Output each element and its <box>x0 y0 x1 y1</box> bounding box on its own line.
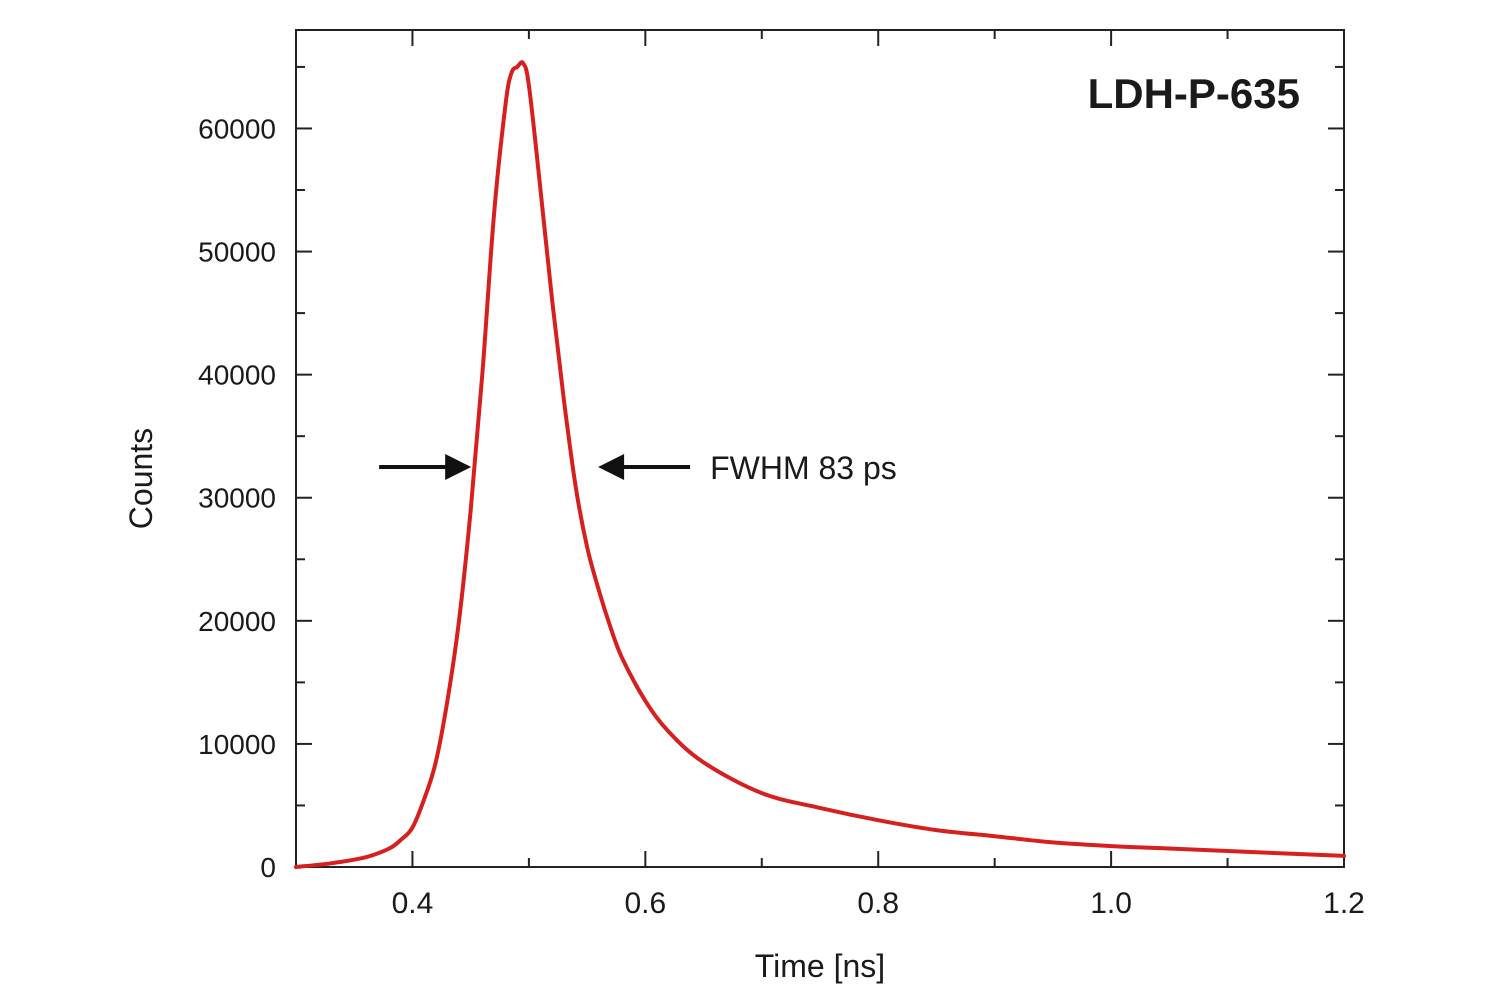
y-axis-label: Counts <box>123 428 159 529</box>
series-line <box>294 60 1346 869</box>
plot-frame <box>295 29 1345 868</box>
y-tick-label: 10000 <box>198 729 276 760</box>
chart-title: LDH-P-635 <box>1088 70 1300 117</box>
fwhm-right-arrowhead <box>598 453 625 480</box>
x-tick-label: 0.6 <box>624 887 666 920</box>
fwhm-annotation: FWHM 83 ps <box>379 450 897 486</box>
y-tick-label: 50000 <box>198 237 276 268</box>
fwhm-label: FWHM 83 ps <box>710 450 897 486</box>
tick-labels: 0.4 0.6 0.8 1.0 1.2 0 10000 20000 30000 40000 5000… <box>198 113 1365 920</box>
y-tick-label: 20000 <box>198 606 276 637</box>
fwhm-left-arrowhead <box>445 453 472 480</box>
x-tick-label: 1.0 <box>1090 887 1132 920</box>
x-tick-label: 0.4 <box>392 887 434 920</box>
y-tick-label: 30000 <box>198 483 276 514</box>
y-tick-label: 60000 <box>198 113 276 144</box>
x-tick-label: 0.8 <box>857 887 899 920</box>
x-axis-label: Time [ns] <box>755 948 885 984</box>
x-tick-label: 1.2 <box>1323 887 1365 920</box>
axis-ticks <box>295 30 1345 868</box>
y-tick-label: 0 <box>260 852 276 883</box>
y-tick-label: 40000 <box>198 360 276 391</box>
